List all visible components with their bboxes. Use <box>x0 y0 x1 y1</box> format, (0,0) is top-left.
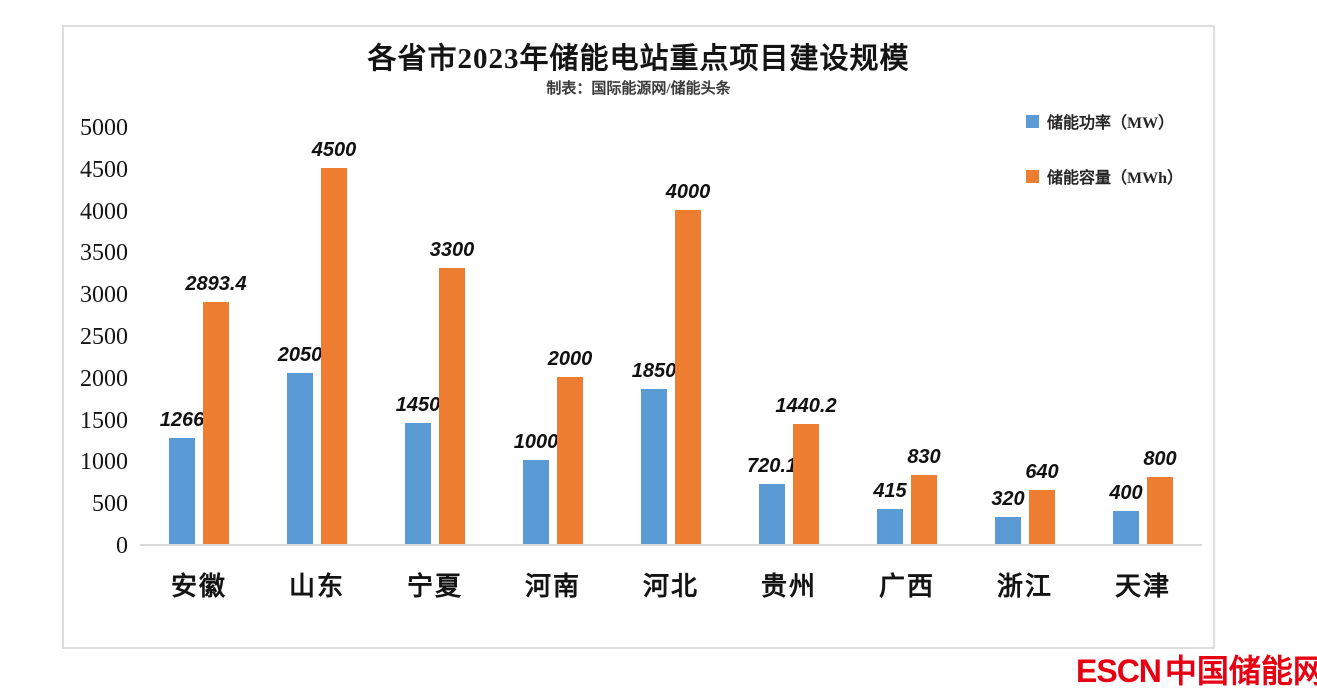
power-bar: 1000 <box>514 431 558 544</box>
power-bar: 415 <box>873 480 907 544</box>
legend-swatch-icon <box>1025 114 1039 128</box>
legend-item: 储能功率（MW） <box>1025 109 1183 133</box>
y-tick-label: 500 <box>92 491 128 518</box>
power-bar: 1266 <box>160 409 204 544</box>
bar-groups: 1266 2893.4 2050 4500 1450 3300 1000 2000 1850 40… <box>140 128 1202 544</box>
capacity-bar: 2000 <box>548 348 592 544</box>
y-tick-label: 3500 <box>80 240 128 267</box>
y-tick-label: 3000 <box>80 282 128 309</box>
capacity-bar: 4500 <box>312 139 356 544</box>
bar-value-label: 1850 <box>631 360 677 382</box>
bar-value-label: 1450 <box>395 394 441 416</box>
bar-value-label: 640 <box>1025 461 1059 483</box>
power-bar: 2050 <box>278 344 322 544</box>
bar-group: 2050 4500 <box>258 128 376 544</box>
y-axis: 0 500 1000 1500 2000 2500 3000 3500 4000 4500 5000 <box>64 115 128 559</box>
bar-group: 720.1 1440.2 <box>730 128 848 544</box>
bar-value-label: 720.1 <box>746 455 798 477</box>
chart-title: 各省市2023年储能电站重点项目建设规模 <box>367 43 910 75</box>
power-bar: 1450 <box>396 394 440 544</box>
y-tick-label: 0 <box>116 533 128 559</box>
bar-group: 1266 2893.4 <box>140 128 258 544</box>
bar-value-label: 4000 <box>665 181 711 203</box>
category-label: 山东 <box>288 572 345 601</box>
capacity-bar: 2893.4 <box>185 273 247 544</box>
category-label: 天津 <box>1114 572 1171 601</box>
y-tick-label: 2000 <box>80 365 128 392</box>
bar-value-label: 400 <box>1109 482 1143 504</box>
bar-value-label: 800 <box>1143 448 1177 470</box>
bar-value-label: 1266 <box>159 409 205 431</box>
bar-value-label: 2050 <box>277 344 323 366</box>
category-label: 河南 <box>524 572 581 601</box>
bar-group: 320 640 <box>966 128 1084 544</box>
bar-group: 1000 2000 <box>494 128 612 544</box>
capacity-bar: 4000 <box>666 181 710 544</box>
legend-swatch-icon <box>1025 169 1039 183</box>
plot-area: 1266 2893.4 2050 4500 1450 3300 1000 2000 1850 40… <box>140 128 1202 546</box>
capacity-bar: 3300 <box>430 239 474 544</box>
category-label: 贵州 <box>760 572 817 601</box>
capacity-bar: 830 <box>907 446 941 544</box>
bar-value-label: 1000 <box>513 431 559 453</box>
y-tick-label: 1000 <box>80 449 128 476</box>
category-label: 安徽 <box>170 572 227 601</box>
chart-subtitle: 制表：国际能源网/储能头条 <box>546 81 731 97</box>
power-bar: 320 <box>991 488 1025 544</box>
capacity-bar: 800 <box>1143 448 1177 544</box>
category-label: 河北 <box>642 572 699 601</box>
bar-value-label: 2000 <box>547 348 593 370</box>
y-tick-label: 4000 <box>80 198 128 225</box>
y-tick-label: 4500 <box>80 156 128 183</box>
x-axis-labels: 安徽 山东 宁夏 河南 河北 贵州 广西 浙江 天津 <box>140 554 1202 603</box>
y-tick-label: 2500 <box>80 324 128 350</box>
power-bar: 720.1 <box>747 455 797 544</box>
bar-group: 1450 3300 <box>376 128 494 544</box>
y-tick-label: 1500 <box>80 407 128 434</box>
bar-value-label: 415 <box>873 480 907 502</box>
legend-label: 储能容量（MWh） <box>1046 170 1183 187</box>
legend: 储能功率（MW） 储能容量（MWh） <box>1025 109 1183 219</box>
escn-logo-latin: ESCN <box>1076 653 1162 689</box>
bar-group: 415 830 <box>848 128 966 544</box>
bar-value-label: 1440.2 <box>775 395 837 417</box>
capacity-bar: 640 <box>1025 461 1059 544</box>
bar-group: 1850 4000 <box>612 128 730 544</box>
bar-value-label: 3300 <box>429 239 475 261</box>
chart-container: 各省市2023年储能电站重点项目建设规模 制表：国际能源网/储能头条 储能功率（… <box>62 25 1215 649</box>
bar-value-label: 320 <box>991 488 1025 510</box>
legend-item: 储能容量（MWh） <box>1025 164 1183 188</box>
category-label: 宁夏 <box>406 572 463 601</box>
power-bar: 1850 <box>632 360 676 544</box>
legend-label: 储能功率（MW） <box>1046 115 1175 132</box>
bar-value-label: 830 <box>907 446 941 468</box>
escn-logo-chinese: 中国储能网 <box>1164 653 1317 689</box>
power-bar: 400 <box>1109 482 1143 544</box>
capacity-bar: 1440.2 <box>775 395 837 544</box>
escn-logo: ESCN 中国储能网 <box>1076 649 1317 693</box>
bar-group: 400 800 <box>1084 128 1202 544</box>
category-label: 广西 <box>878 572 935 601</box>
bar-value-label: 2893.4 <box>185 273 247 295</box>
bar-value-label: 4500 <box>311 139 357 161</box>
category-label: 浙江 <box>996 572 1053 601</box>
y-tick-label: 5000 <box>80 115 128 141</box>
